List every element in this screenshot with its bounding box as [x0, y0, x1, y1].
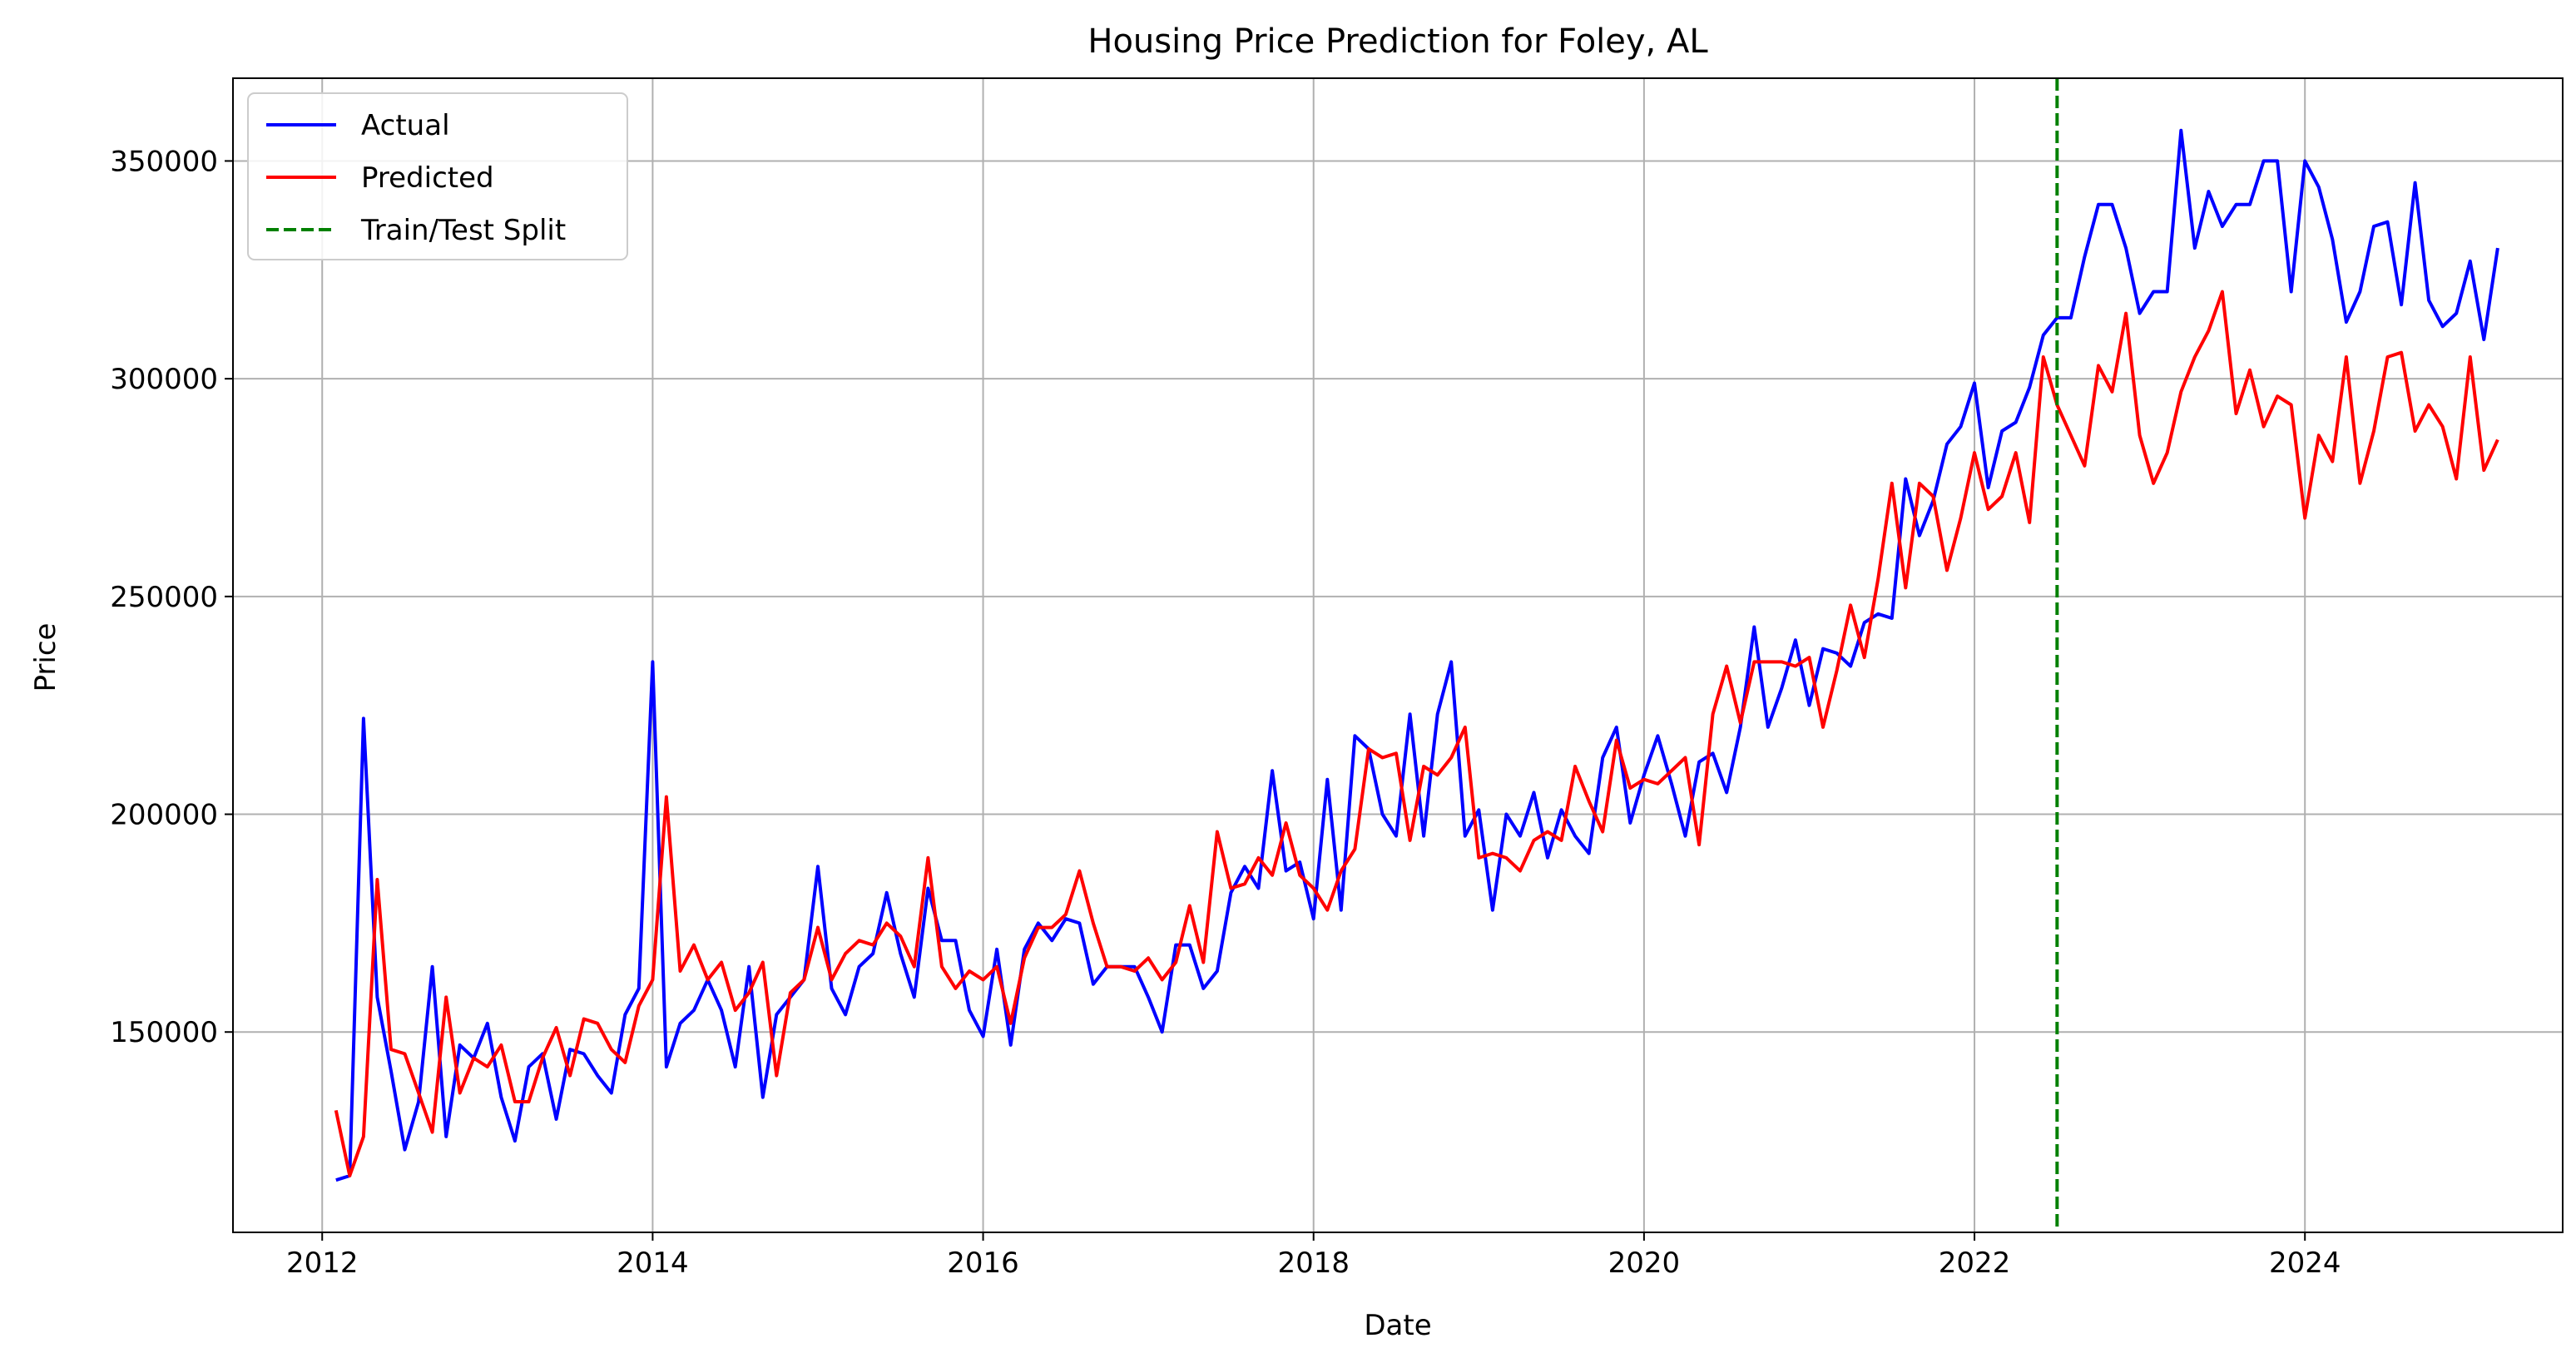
y-axis-ticks: 150000 200000 250000 300000 350000	[110, 145, 233, 1049]
y-tick-label: 300000	[110, 363, 218, 396]
y-tick-label: 350000	[110, 145, 218, 178]
x-tick-label: 2022	[1939, 1247, 2011, 1280]
legend-label-split: Train/Test Split	[360, 214, 566, 247]
y-tick-label: 250000	[110, 581, 218, 614]
series-layer	[334, 78, 2499, 1232]
legend: Actual Predicted Train/Test Split	[247, 92, 628, 260]
x-tick-label: 2018	[1277, 1247, 1350, 1280]
plot-frame	[232, 77, 2564, 1233]
chart-title: Housing Price Prediction for Foley, AL	[1087, 22, 1708, 61]
y-tick-label: 200000	[110, 799, 218, 832]
x-tick-label: 2016	[947, 1247, 1019, 1280]
x-tick-label: 2012	[286, 1247, 359, 1280]
x-tick-label: 2024	[2269, 1247, 2341, 1280]
legend-label-actual: Actual	[361, 109, 450, 142]
series-line-actual	[335, 128, 2499, 1182]
series-line-predicted	[334, 290, 2499, 1177]
y-axis-label: Price	[29, 623, 62, 692]
legend-label-predicted: Predicted	[361, 161, 494, 195]
x-tick-label: 2014	[617, 1247, 689, 1280]
x-axis-label: Date	[1364, 1309, 1431, 1342]
x-axis-ticks: 2012 2014 2016 2018 2020 2022 2024	[286, 1232, 2341, 1280]
y-tick-label: 150000	[110, 1016, 218, 1049]
legend-box	[247, 92, 628, 260]
x-tick-label: 2020	[1608, 1247, 1681, 1280]
